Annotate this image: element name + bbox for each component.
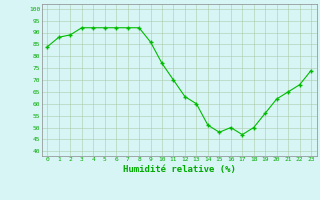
X-axis label: Humidité relative (%): Humidité relative (%) [123,165,236,174]
